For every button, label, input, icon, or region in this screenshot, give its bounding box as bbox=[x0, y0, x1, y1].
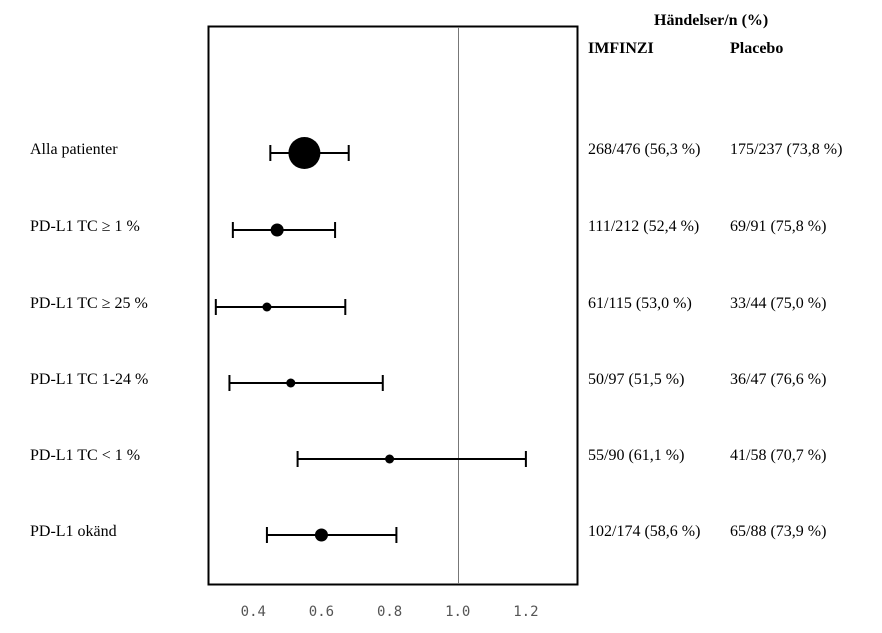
point-estimate bbox=[270, 223, 284, 237]
x-tick-label: 0.8 bbox=[377, 604, 402, 620]
row-label: PD-L1 TC ≥ 25 % bbox=[30, 295, 148, 312]
placebo-value: 36/47 (76,6 %) bbox=[730, 371, 827, 388]
plot-frame bbox=[207, 25, 579, 586]
forest-marks bbox=[214, 137, 527, 543]
forest-row-mark bbox=[231, 222, 337, 238]
column-group-header: Händelser/n (%) bbox=[654, 12, 769, 29]
x-tick-label: 0.6 bbox=[309, 604, 334, 620]
point-estimate bbox=[286, 378, 296, 388]
point-estimate bbox=[314, 528, 328, 542]
forest-row-mark bbox=[269, 137, 350, 169]
row-label: PD-L1 TC 1-24 % bbox=[30, 371, 149, 388]
row-label: PD-L1 TC < 1 % bbox=[30, 447, 141, 464]
imfinzi-value: 50/97 (51,5 %) bbox=[588, 371, 685, 388]
forest-row-mark bbox=[296, 451, 527, 467]
placebo-value: 65/88 (73,9 %) bbox=[730, 523, 827, 540]
placebo-value: 69/91 (75,8 %) bbox=[730, 218, 827, 235]
placebo-value: 41/58 (70,7 %) bbox=[730, 447, 827, 464]
forest-row-mark bbox=[265, 527, 398, 543]
point-estimate bbox=[288, 137, 321, 169]
point-estimate bbox=[262, 302, 272, 312]
placebo-value: 175/237 (73,8 %) bbox=[730, 141, 843, 158]
imfinzi-value: 268/476 (56,3 %) bbox=[588, 141, 701, 158]
column-header-placebo: Placebo bbox=[730, 40, 784, 57]
row-label: Alla patienter bbox=[30, 141, 118, 158]
imfinzi-value: 102/174 (58,6 %) bbox=[588, 523, 701, 540]
point-estimate bbox=[385, 454, 395, 464]
imfinzi-value: 111/212 (52,4 %) bbox=[588, 218, 700, 235]
row-label: PD-L1 TC ≥ 1 % bbox=[30, 218, 140, 235]
row-label: PD-L1 okänd bbox=[30, 523, 117, 540]
imfinzi-value: 61/115 (53,0 %) bbox=[588, 295, 692, 312]
x-tick-label: 1.0 bbox=[445, 604, 470, 620]
imfinzi-value: 55/90 (61,1 %) bbox=[588, 447, 685, 464]
column-header-imfinzi: IMFINZI bbox=[588, 40, 654, 57]
forest-row-mark bbox=[228, 375, 384, 391]
placebo-value: 33/44 (75,0 %) bbox=[730, 295, 827, 312]
x-axis-ticks: 0.4 0.6 0.8 1.0 1.2 bbox=[241, 604, 539, 620]
x-tick-label: 1.2 bbox=[513, 604, 538, 620]
x-tick-label: 0.4 bbox=[241, 604, 266, 620]
forest-row-mark bbox=[214, 299, 347, 315]
